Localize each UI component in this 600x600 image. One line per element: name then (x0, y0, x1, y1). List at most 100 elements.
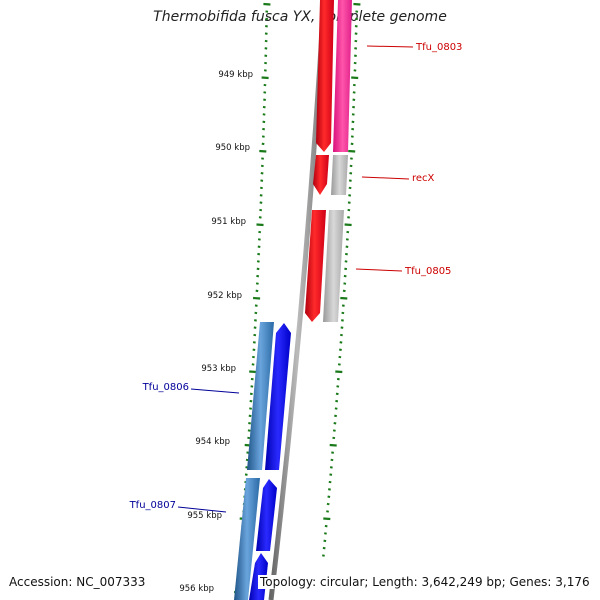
right-ring-minor-tick (329, 466, 333, 469)
left-ring-minor-tick (261, 157, 264, 160)
right-ring-minor-tick (339, 348, 342, 351)
gene-label-Tfu_0805[interactable]: Tfu_0805 (404, 266, 451, 277)
left-ring-minor-tick (257, 252, 261, 256)
left-ring-minor-tick (252, 341, 256, 344)
right-ring-minor-tick (326, 510, 329, 513)
right-ring-minor-tick (352, 91, 356, 94)
right-ring-minor-tick (333, 422, 337, 425)
genome-summary-text: Topology: circular; Length: 3,642,249 bp… (258, 575, 590, 589)
gene-label-recX[interactable]: recX (412, 173, 435, 184)
left-ring-minor-tick (264, 39, 268, 43)
left-ring-minor-tick (255, 289, 259, 293)
left-ring-minor-tick (264, 54, 268, 57)
right-ring-major-tick (335, 370, 343, 374)
right-ring-minor-tick (354, 39, 358, 43)
leader-Tfu_0807 (177, 506, 227, 513)
left-ring-minor-tick (262, 105, 266, 109)
right-ring-minor-tick (347, 216, 350, 219)
tick-label-956: 956 kbp (179, 584, 214, 594)
right-ring-minor-tick (350, 142, 354, 146)
gene-label-Tfu_0807[interactable]: Tfu_0807 (129, 500, 176, 511)
left-ring-minor-tick (255, 282, 259, 285)
gene-Tfu_0805-cds (323, 210, 344, 322)
left-ring-minor-tick (260, 186, 263, 190)
right-ring-minor-tick (342, 289, 346, 293)
gene-Tfu_0806-cds (247, 322, 274, 470)
left-ring-minor-tick (259, 208, 263, 212)
gene-label-Tfu_0806[interactable]: Tfu_0806 (142, 382, 189, 393)
gene-recX-feature[interactable] (313, 155, 348, 195)
right-ring-minor-tick (348, 186, 352, 190)
left-ring-minor-tick (254, 311, 258, 315)
right-ring-major-tick (348, 149, 356, 153)
right-ring-minor-tick (348, 194, 352, 197)
right-ring-minor-tick (354, 32, 358, 35)
gene-label-Tfu_0803[interactable]: Tfu_0803 (415, 42, 462, 53)
gene-recX-cds (331, 155, 348, 195)
left-ring-major-tick (259, 149, 267, 153)
left-ring-minor-tick (262, 120, 266, 124)
left-ring-minor-tick (244, 473, 248, 476)
left-ring-major-tick (253, 296, 261, 300)
gene-Tfu_0807-cds (234, 478, 260, 600)
left-ring-major-tick (256, 223, 264, 227)
right-ring-minor-tick (351, 113, 355, 116)
left-ring-minor-tick (260, 179, 264, 182)
right-ring-minor-tick (341, 319, 344, 322)
leader-Tfu_0805 (355, 268, 403, 272)
gene-Tfu_0806-feature[interactable] (247, 322, 291, 470)
gene-Tfu_0806-arrow (265, 323, 291, 470)
right-ring-minor-tick (334, 407, 338, 410)
left-ring-minor-tick (253, 326, 257, 329)
tick-label-950: 950 kbp (215, 143, 250, 153)
leader-Tfu_0803 (366, 45, 414, 48)
right-ring-minor-tick (328, 488, 331, 491)
gene-labels: Tfu_0803 recX Tfu_0805 Tfu_0806 Tfu_0807 (129, 42, 462, 513)
left-ring-minor-tick (259, 201, 263, 204)
right-ring-major-tick (340, 296, 348, 300)
left-ring-minor-tick (261, 135, 265, 138)
right-ring-minor-tick (353, 61, 357, 65)
gene-Tfu_0803-feature[interactable] (316, 0, 352, 152)
left-ring-minor-tick (265, 25, 268, 28)
right-ring-minor-tick (349, 172, 353, 175)
left-ring-minor-tick (256, 260, 260, 263)
right-ring-minor-tick (340, 333, 343, 337)
right-ring-minor-tick (323, 539, 327, 543)
scale-labels: 949 kbp 950 kbp 951 kbp 952 kbp 953 kbp … (179, 70, 253, 594)
right-ring-minor-tick (350, 135, 354, 138)
left-ring-minor-tick (261, 142, 265, 146)
right-ring-minor-tick (322, 546, 326, 550)
gene-recX-arrow (313, 155, 329, 195)
scale-ring-right (322, 2, 361, 557)
right-ring-minor-tick (332, 436, 336, 440)
right-ring-minor-tick (332, 429, 336, 432)
tick-label-955: 955 kbp (187, 511, 222, 521)
left-ring-minor-tick (248, 422, 251, 425)
left-ring-minor-tick (254, 319, 257, 322)
right-ring-minor-tick (343, 274, 347, 278)
left-ring-minor-tick (263, 98, 266, 101)
right-ring-minor-tick (344, 260, 348, 263)
right-ring-minor-tick (355, 17, 358, 21)
gene-Tfu_0805-feature[interactable] (305, 210, 344, 322)
leader-recX (361, 176, 410, 180)
right-ring-minor-tick (336, 385, 340, 388)
left-ring-major-tick (261, 76, 269, 80)
accession-text: Accession: NC_007333 (9, 575, 146, 589)
right-ring-minor-tick (322, 554, 325, 557)
left-ring-minor-tick (264, 61, 267, 65)
left-ring-minor-tick (247, 436, 251, 440)
right-ring-minor-tick (330, 458, 334, 462)
left-ring-minor-tick (260, 164, 264, 168)
left-ring-minor-tick (260, 172, 264, 175)
left-ring-minor-tick (263, 91, 267, 94)
right-ring-minor-tick (354, 54, 357, 57)
left-ring-minor-tick (265, 10, 269, 13)
left-ring-minor-tick (254, 304, 258, 307)
left-ring-minor-tick (258, 216, 262, 219)
right-ring-minor-tick (354, 47, 358, 50)
left-ring-minor-tick (250, 385, 254, 388)
right-ring-minor-tick (335, 399, 339, 403)
